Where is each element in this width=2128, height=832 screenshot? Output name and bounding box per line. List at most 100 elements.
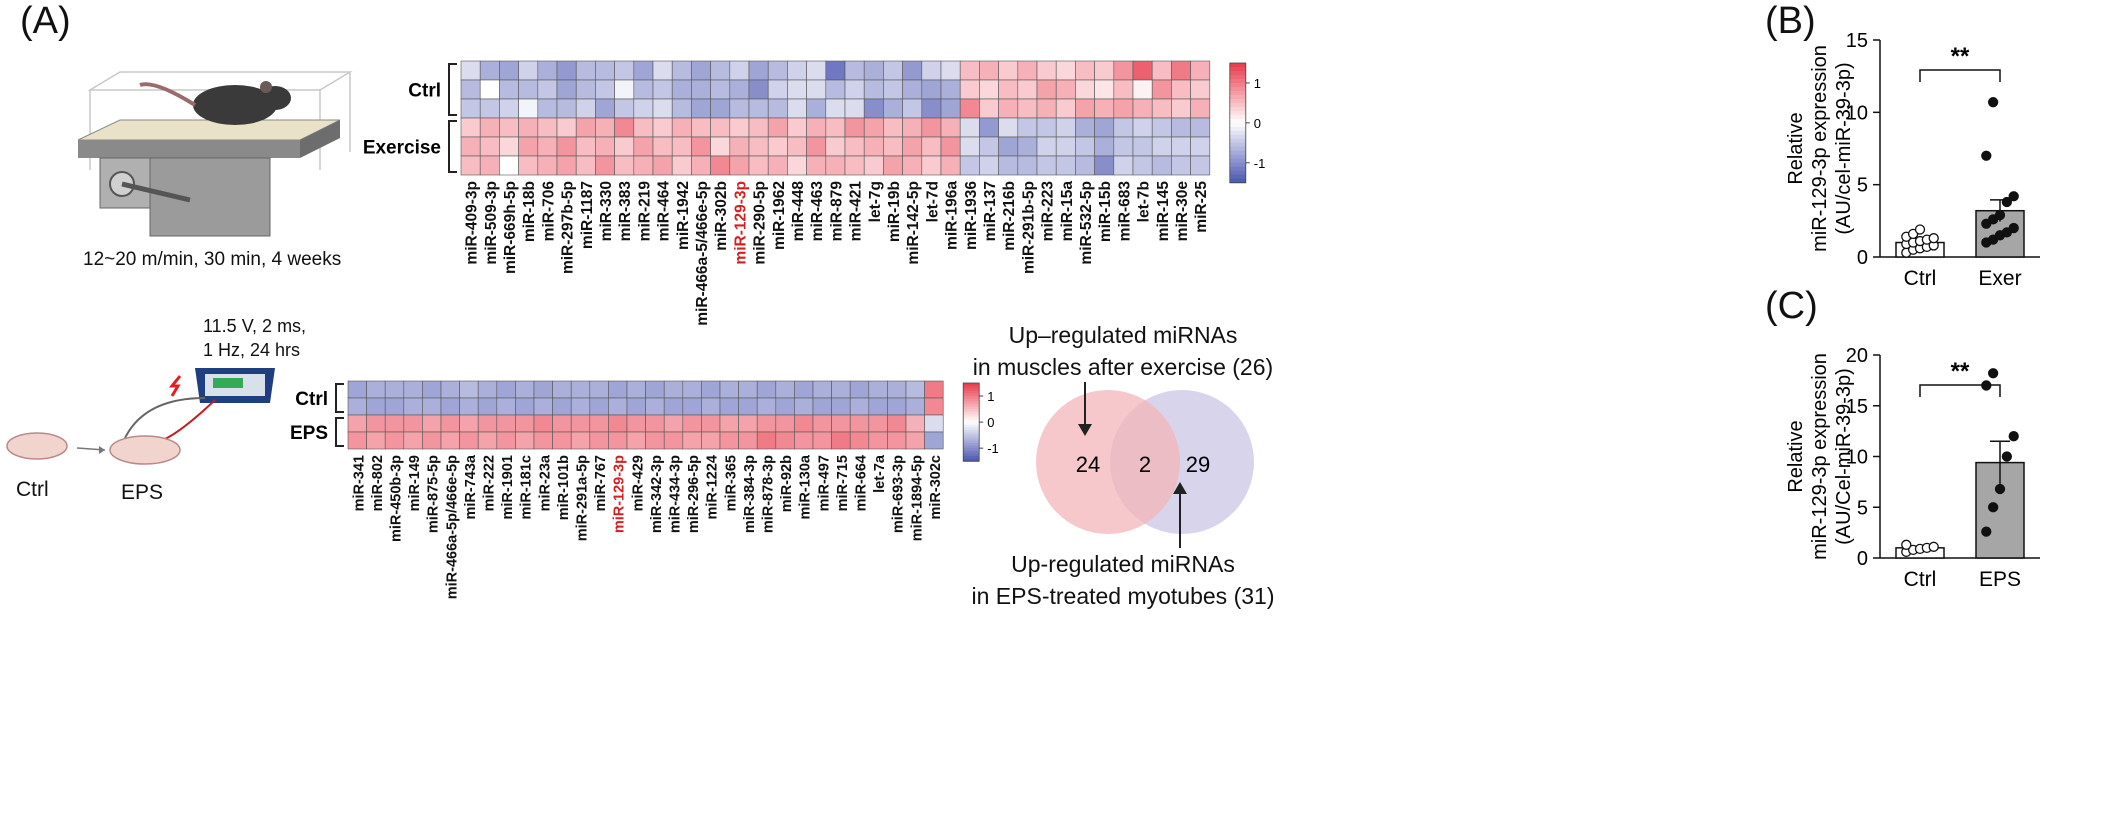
colorbar-step bbox=[1229, 90, 1246, 96]
column-label: miR-130a bbox=[798, 454, 814, 519]
heatmap-cell bbox=[633, 60, 654, 81]
column-label: miR-1962 bbox=[771, 181, 788, 250]
heatmap-cell bbox=[537, 60, 558, 81]
colorbar-step bbox=[963, 411, 980, 415]
heatmap-cell bbox=[825, 117, 846, 138]
heatmap-cell bbox=[863, 136, 884, 157]
heatmap-cell bbox=[1190, 136, 1211, 157]
heatmap-cell bbox=[921, 79, 942, 100]
column-label: miR-129-3p bbox=[732, 181, 749, 265]
heatmap-cell bbox=[1036, 136, 1057, 157]
column-label: miR-219 bbox=[636, 181, 653, 242]
heatmap-cell bbox=[422, 431, 442, 450]
heatmap-cell bbox=[1151, 60, 1172, 81]
venn-circle-exercise bbox=[1036, 390, 1180, 534]
heatmap-cell bbox=[710, 98, 731, 119]
heatmap-cell bbox=[595, 79, 615, 100]
x-tick-label: Exer bbox=[1978, 267, 2021, 290]
column-label: miR-1894-5p bbox=[909, 455, 925, 541]
heatmap-cell bbox=[756, 397, 777, 416]
heatmap-cell bbox=[806, 60, 827, 81]
heatmap-cell bbox=[515, 397, 535, 416]
heatmap-cell bbox=[499, 136, 519, 157]
heatmap-cell bbox=[905, 431, 925, 450]
heatmap-cell bbox=[998, 60, 1019, 81]
heatmap-cell bbox=[556, 117, 577, 138]
y-axis-label: (AU/Cel-miR-39-3p) bbox=[1833, 368, 1855, 545]
colorbar-step bbox=[1229, 170, 1246, 176]
venn-bottom-label: Up-regulated miRNAs in EPS-treated myotu… bbox=[958, 548, 1288, 612]
heatmap-cell bbox=[347, 414, 367, 433]
heatmap-cell bbox=[1094, 155, 1115, 176]
data-point bbox=[1987, 368, 1999, 379]
colorbar-step bbox=[963, 442, 980, 447]
heatmap-cell bbox=[959, 79, 980, 100]
exercise-protocol-caption: 12~20 m/min, 30 min, 4 weeks bbox=[83, 249, 342, 270]
colorbar-step bbox=[963, 393, 980, 397]
heatmap-cell bbox=[691, 79, 711, 100]
column-label: miR-669h-5p bbox=[502, 181, 519, 274]
colorbar-step bbox=[1229, 178, 1246, 184]
group-bracket bbox=[335, 417, 344, 447]
heatmap-cell bbox=[921, 136, 942, 157]
heatmap-cell bbox=[671, 98, 692, 119]
colorbar-step bbox=[963, 422, 980, 426]
column-label: miR-664 bbox=[854, 455, 870, 511]
column-label: miR-878-3p bbox=[761, 455, 777, 533]
colorbar-step bbox=[963, 440, 980, 444]
venn-overlap-count: 2 bbox=[1139, 452, 1151, 477]
column-label: miR-101b bbox=[556, 455, 572, 520]
eps-dish-ctrl-label: Ctrl bbox=[16, 478, 49, 501]
heatmap-cell bbox=[738, 380, 758, 399]
heatmap-cell bbox=[959, 155, 980, 176]
heatmap-cell bbox=[575, 60, 596, 81]
data-point bbox=[1994, 483, 2006, 495]
y-tick-label: 20 bbox=[1846, 345, 1868, 367]
column-label: miR-421 bbox=[848, 181, 865, 242]
heatmap-cell bbox=[863, 79, 884, 100]
heatmap-cell bbox=[748, 136, 769, 157]
colorbar-step bbox=[1229, 110, 1246, 116]
colorbar-step bbox=[1229, 122, 1246, 128]
heatmap-cell bbox=[496, 431, 516, 450]
heatmap-cell bbox=[440, 414, 460, 433]
heatmap-cell bbox=[575, 117, 596, 138]
heatmap-cell bbox=[806, 117, 827, 138]
heatmap-cell bbox=[940, 136, 961, 157]
colorbar-step bbox=[1229, 142, 1246, 148]
heatmap-cell bbox=[499, 79, 519, 100]
heatmap-cell bbox=[1190, 117, 1211, 138]
heatmap-cell bbox=[1171, 79, 1191, 100]
heatmap-cell bbox=[1094, 79, 1115, 100]
heatmap-cell bbox=[477, 380, 498, 399]
heatmap-cell bbox=[1132, 117, 1153, 138]
heatmap-cell bbox=[671, 117, 692, 138]
column-label: miR-15b bbox=[1097, 181, 1114, 242]
heatmap-cell bbox=[633, 117, 654, 138]
heatmap-cell bbox=[729, 60, 750, 81]
heatmap-cell bbox=[738, 431, 758, 450]
y-tick-label: 10 bbox=[1846, 102, 1868, 124]
heatmap-cell bbox=[626, 414, 646, 433]
heatmap-cell bbox=[460, 79, 481, 100]
eps-param-line-2: 1 Hz, 24 hrs bbox=[203, 340, 301, 360]
heatmap-cell bbox=[440, 380, 460, 399]
heatmap-cell bbox=[868, 397, 888, 416]
heatmap-cell bbox=[1113, 98, 1134, 119]
heatmap-cell bbox=[812, 431, 832, 450]
significance-label: ** bbox=[1951, 358, 1970, 385]
heatmap-cell bbox=[849, 380, 870, 399]
heatmap-cell bbox=[347, 380, 367, 399]
venn-diagram: 24 2 29 bbox=[1036, 382, 1254, 548]
heatmap-cell bbox=[825, 79, 846, 100]
colorbar-tick-label: -1 bbox=[1254, 156, 1266, 171]
heatmap-cell bbox=[556, 136, 577, 157]
panel-label-a: (A) bbox=[20, 0, 71, 42]
colorbar-step bbox=[1229, 166, 1246, 172]
heatmap-cell bbox=[979, 98, 999, 119]
heatmap-cell bbox=[518, 98, 539, 119]
heatmap-cell bbox=[440, 431, 460, 450]
heatmap-cell bbox=[459, 397, 479, 416]
heatmap-cell bbox=[883, 60, 903, 81]
heatmap-cell bbox=[614, 117, 635, 138]
